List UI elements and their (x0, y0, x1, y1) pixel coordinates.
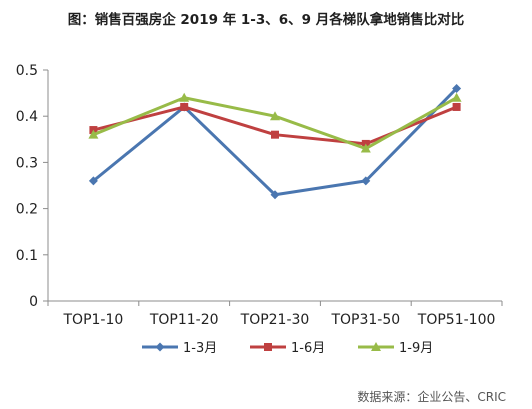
x-tick-label: TOP11-20 (149, 312, 219, 328)
series-line (92, 87, 458, 197)
x-tick-label: TOP21-30 (240, 312, 310, 328)
data-point (271, 130, 279, 139)
legend-item-3: 1-9月 (358, 341, 433, 356)
data-point (179, 92, 190, 102)
series-1 (88, 83, 462, 200)
chart-legend: 1-3月 1-6月 1-9月 (142, 341, 433, 356)
y-tick-label: 0.1 (16, 248, 38, 264)
data-point (452, 83, 462, 93)
data-point (88, 176, 98, 186)
x-tick-label: TOP1-10 (63, 312, 124, 328)
data-point (452, 102, 461, 111)
y-tick-label: 0.5 (16, 63, 38, 79)
legend-item-1: 1-3月 (142, 341, 217, 356)
data-point (88, 129, 99, 139)
data-point (180, 102, 189, 111)
data-point (270, 190, 280, 200)
series-layer (88, 83, 462, 200)
legend-label: 1-3月 (183, 341, 217, 356)
legend-label: 1-6月 (291, 341, 325, 356)
chart-title: 图：销售百强房企 2019 年 1-3、6、9 月各梯队拿地销售比对比 (67, 12, 465, 28)
source-note: 数据来源：企业公告、CRIC (357, 390, 506, 404)
x-tick-label: TOP51-100 (417, 312, 496, 328)
y-tick-label: 0.2 (16, 202, 38, 218)
series-3 (88, 92, 462, 153)
legend-label: 1-9月 (399, 341, 433, 356)
data-point (361, 176, 371, 186)
legend-marker (371, 342, 381, 351)
series-line (92, 96, 458, 151)
data-point (451, 92, 462, 102)
data-point (360, 143, 371, 153)
y-tick-label: 0.3 (16, 155, 38, 171)
legend-marker (155, 342, 165, 352)
x-tick-label: TOP31-50 (330, 312, 400, 328)
legend-item-2: 1-6月 (250, 341, 325, 356)
chart-axes: 0 0.1 0.2 0.3 0.4 0.5 TOP1-10 TOP11-20 TOP21-30 T… (16, 63, 503, 328)
data-point (270, 111, 280, 121)
legend-marker (264, 343, 272, 351)
y-tick-label: 0.4 (16, 109, 38, 125)
y-tick-label: 0 (29, 294, 38, 310)
